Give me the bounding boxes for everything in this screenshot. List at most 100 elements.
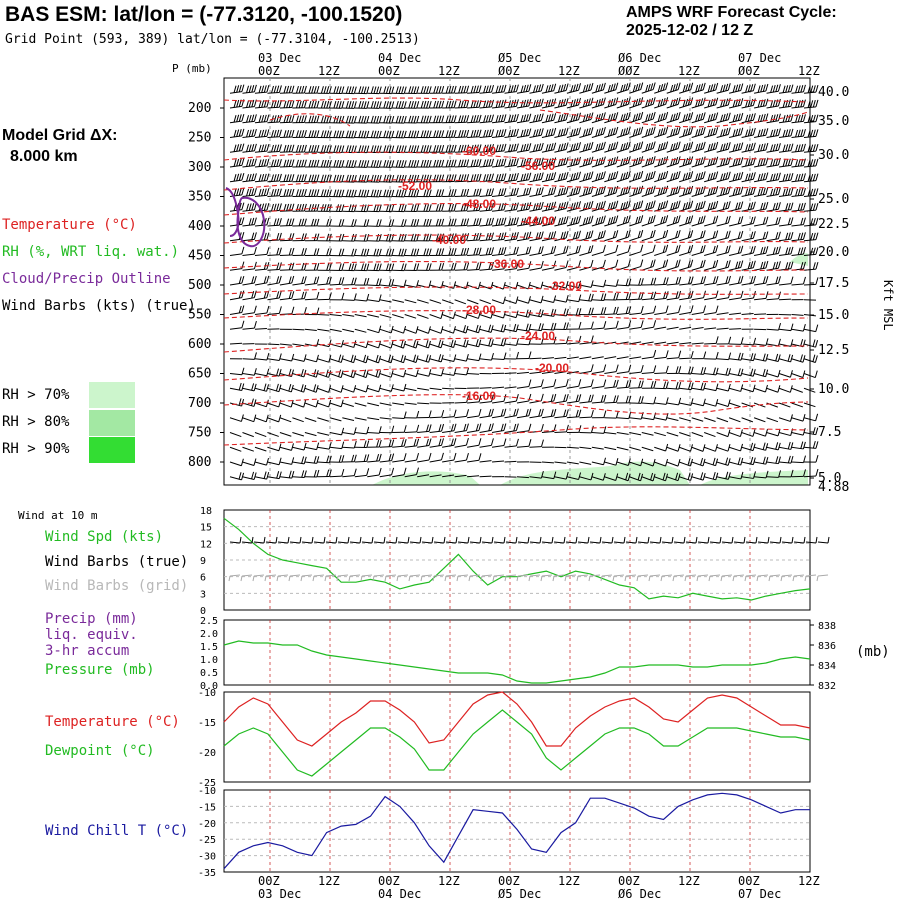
wind-barb	[654, 185, 669, 197]
top-hour-label: 12Z	[558, 64, 580, 78]
wind-barb	[566, 356, 579, 360]
wind-barb	[778, 113, 794, 124]
wind-barb	[629, 259, 644, 271]
wind-barb	[304, 115, 320, 124]
isotherm-line	[223, 203, 809, 216]
wind-barb	[529, 83, 544, 94]
dewpoint-line	[223, 709, 811, 777]
wind-barb	[641, 215, 656, 227]
wind-barb	[766, 338, 781, 347]
surface-wind-barb	[709, 536, 722, 544]
wind-barb	[579, 472, 594, 481]
surface-wind-barb	[649, 536, 662, 544]
wind-barb	[354, 189, 370, 198]
wind-barb	[329, 427, 345, 436]
wind-barb	[666, 341, 679, 345]
wind-barb	[729, 171, 744, 183]
wind-barb	[504, 172, 519, 183]
wind-barb	[541, 295, 557, 304]
wind-barb	[516, 84, 532, 94]
wind-barb	[516, 439, 532, 448]
wind-barb	[329, 130, 345, 139]
wind-barb	[379, 278, 395, 287]
wind-barb	[691, 185, 706, 197]
wind-barb	[329, 399, 344, 408]
wind-barb	[566, 142, 582, 153]
wind-barb	[716, 201, 731, 212]
wind-barb	[279, 115, 295, 124]
wind-barb	[566, 245, 582, 256]
wind-barb	[354, 159, 370, 168]
wind-barb	[417, 354, 432, 363]
wind-barb	[616, 185, 631, 197]
wind-barb	[566, 394, 582, 404]
wind-barb	[479, 262, 494, 271]
wind-barb	[766, 428, 781, 437]
wind-barb	[304, 455, 320, 464]
wind-barb	[504, 393, 519, 404]
wind-barb	[304, 276, 320, 286]
wind-barb	[292, 218, 307, 227]
wind-barb	[429, 354, 444, 363]
wind-barb	[267, 159, 282, 168]
wind-ytick-label: 12	[200, 539, 212, 550]
wind-barb	[254, 352, 270, 361]
wind-barb	[354, 314, 367, 318]
kft-tick-label: 25.0	[818, 192, 849, 207]
wind-barb	[491, 324, 507, 333]
surface-wind-barb	[769, 536, 782, 544]
wind-barb	[716, 399, 731, 407]
grid-wind-barb	[624, 574, 637, 582]
wind-barb	[504, 386, 517, 389]
wind-barb	[442, 262, 457, 271]
wind-barb	[254, 305, 270, 315]
wind-barb	[379, 314, 392, 319]
wind-barb	[766, 246, 781, 256]
wind-barb	[516, 187, 532, 197]
wind-barb	[716, 127, 731, 138]
wind-barb	[354, 354, 369, 364]
wind-barb	[304, 291, 320, 301]
wind-barb	[753, 113, 769, 124]
surface-wind-barb	[433, 536, 446, 544]
wind-barb	[354, 145, 370, 154]
wind-barb	[429, 423, 445, 433]
grid-wind-barb	[768, 574, 781, 582]
wind-barb	[716, 186, 731, 197]
wind-barb	[629, 215, 644, 227]
wind-barb	[803, 173, 819, 183]
grid-wind-barb	[588, 574, 601, 582]
grid-wind-barb	[276, 574, 289, 582]
wind-barb	[591, 112, 606, 124]
wind-barb	[691, 126, 706, 138]
wind-barb	[479, 324, 494, 333]
wind-barb	[554, 83, 569, 94]
wind-barb	[541, 357, 554, 360]
wind-barb	[616, 278, 632, 287]
rh-90-swatch	[89, 437, 135, 463]
wind-barb	[529, 295, 544, 304]
wind-barb	[429, 299, 442, 304]
wind-barb	[803, 188, 819, 197]
wind-barb	[267, 432, 279, 437]
wind-barb	[604, 230, 619, 242]
wind-barb	[379, 174, 395, 183]
wind-barb	[554, 127, 569, 138]
wind-barb	[566, 186, 582, 197]
wind-barb	[741, 245, 756, 256]
wind-barb	[516, 216, 532, 227]
wind-barb	[279, 247, 295, 256]
wind-barb	[716, 457, 731, 466]
wind-barb	[454, 452, 469, 463]
wind-barb	[641, 365, 657, 374]
wind-barb	[591, 230, 606, 242]
wind-barb	[803, 247, 819, 256]
surface-wind-barb	[457, 536, 470, 544]
wind-barb	[741, 429, 756, 437]
wind-barb	[803, 114, 819, 124]
wind-barb	[766, 231, 781, 242]
grid-wind-barb	[444, 574, 457, 582]
wind-barb	[778, 84, 794, 94]
wind-barb	[616, 356, 629, 360]
wind-barb	[604, 356, 617, 360]
